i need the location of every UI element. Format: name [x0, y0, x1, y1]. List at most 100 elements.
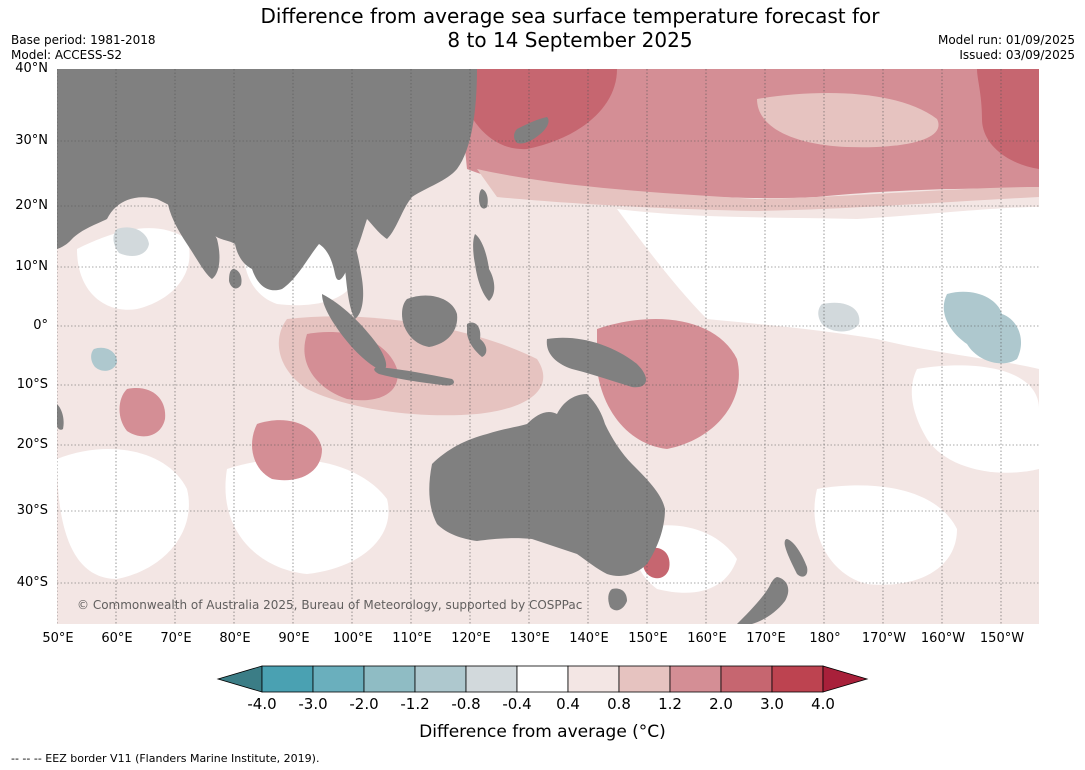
map-canvas — [57, 69, 1039, 624]
longitude-label: 160°E — [687, 631, 727, 646]
longitude-label: 150°W — [979, 631, 1025, 646]
longitude-label: 60°E — [101, 631, 133, 646]
sumatra — [322, 294, 387, 371]
madagascar-edge — [57, 404, 64, 430]
taiwan — [479, 189, 488, 209]
latitude-label: 30°N — [15, 133, 48, 148]
longitude-label: 100°E — [333, 631, 373, 646]
latitude-label: 0° — [33, 318, 48, 333]
equatorial-indian-cool-patch — [91, 347, 117, 371]
longitude-label: 180° — [809, 631, 841, 646]
longitude-label: 160°W — [920, 631, 966, 646]
se-indian-warm-patch — [252, 420, 322, 481]
arabian-cool-patch — [113, 227, 149, 256]
gridlines — [57, 69, 1039, 624]
longitude-label: 70°E — [160, 631, 192, 646]
run-info: Model run: 01/09/2025 Issued: 03/09/2025 — [938, 33, 1075, 63]
new-zealand-south — [737, 577, 789, 624]
colorbar-tick-label: -4.0 — [247, 695, 277, 713]
colorbar-swatch — [771, 665, 824, 693]
longitude-label: 80°E — [219, 631, 251, 646]
base-period: Base period: 1981-2018 — [11, 33, 156, 47]
map-title: Difference from average sea surface temp… — [0, 4, 1085, 52]
india-peninsula — [167, 199, 220, 279]
colorbar-swatch — [669, 665, 722, 693]
colorbar-tick-label: -0.4 — [502, 695, 532, 713]
colorbar-min-arrow — [216, 665, 263, 693]
colorbar-tick-label: 3.0 — [760, 695, 784, 713]
australia — [429, 394, 665, 576]
tasmania — [608, 588, 627, 611]
java — [374, 367, 454, 386]
title-line-2: 8 to 14 September 2025 — [447, 28, 693, 52]
south-pacific-neutral-1 — [814, 485, 957, 585]
land — [57, 69, 808, 624]
south-indian-neutral-1 — [57, 449, 189, 579]
south-pacific-neutral-2 — [911, 365, 1039, 473]
longitude-label: 140°E — [569, 631, 609, 646]
colorbar-swatch — [312, 665, 365, 693]
latitude-label: 20°N — [15, 198, 48, 213]
longitude-label: 110°E — [392, 631, 432, 646]
colorbar-tick-label: 0.4 — [556, 695, 580, 713]
north-pacific-light-patch — [757, 93, 939, 148]
colorbar-tick-label: -2.0 — [349, 695, 379, 713]
latitude-label: 20°S — [16, 437, 48, 452]
longitude-label: 170°W — [861, 631, 907, 646]
colorbar-tick-label: 2.0 — [709, 695, 733, 713]
coral-sea-warm — [597, 319, 739, 449]
colorbar-tick-label: -0.8 — [451, 695, 481, 713]
latitude-label: 40°S — [16, 575, 48, 590]
longitude-label: 130°E — [510, 631, 550, 646]
colorbar-label: Difference from average (°C) — [419, 722, 666, 742]
model-name: Model: ACCESS-S2 — [11, 48, 123, 62]
colorbar-swatch — [516, 665, 569, 693]
sri-lanka — [229, 269, 242, 289]
borneo — [402, 295, 458, 347]
longitude-label: 50°E — [42, 631, 74, 646]
colorbar-swatch — [720, 665, 773, 693]
longitude-label: 170°E — [746, 631, 786, 646]
longitude-label: 150°E — [628, 631, 668, 646]
sst-anomaly-map[interactable]: © Commonwealth of Australia 2025, Bureau… — [57, 69, 1039, 624]
colorbar-tick-label: 4.0 — [811, 695, 835, 713]
model-info: Base period: 1981-2018 Model: ACCESS-S2 — [11, 33, 156, 63]
longitude-label: 120°E — [451, 631, 491, 646]
malay-peninsula — [343, 229, 364, 319]
colorbar — [216, 665, 869, 693]
south-indian-neutral-2 — [225, 459, 389, 574]
subtropical-light-band — [477, 169, 1039, 211]
central-pacific-cool-patch — [818, 302, 860, 332]
copyright-notice: © Commonwealth of Australia 2025, Bureau… — [77, 598, 583, 612]
latitude-label: 10°S — [16, 377, 48, 392]
colorbar-max-arrow — [822, 665, 869, 693]
latitude-label: 40°N — [15, 61, 48, 76]
sulawesi — [467, 322, 487, 357]
new-zealand-north — [784, 539, 808, 577]
north-pacific-strong-warm — [467, 69, 617, 150]
new-guinea — [546, 337, 647, 388]
colorbar-tick-label: 1.2 — [658, 695, 682, 713]
longitude-label: 90°E — [278, 631, 310, 646]
japan — [514, 117, 549, 144]
colorbar-swatch — [618, 665, 671, 693]
colorbar-tick-label: -1.2 — [400, 695, 430, 713]
north-pacific-strong-warm-east — [977, 69, 1039, 169]
colorbar-tick-label: -3.0 — [298, 695, 328, 713]
asia-landmass — [57, 69, 477, 291]
colorbar-swatch — [261, 665, 314, 693]
arabian-sea-neutral — [77, 228, 190, 310]
colorbar-swatch — [465, 665, 518, 693]
colorbar-swatch — [363, 665, 416, 693]
sw-indian-warm-patch — [119, 388, 166, 437]
title-line-1: Difference from average sea surface temp… — [260, 4, 880, 28]
colorbar-tick-label: 0.8 — [607, 695, 631, 713]
colorbar-swatch — [567, 665, 620, 693]
colorbar-swatch — [414, 665, 467, 693]
philippines — [473, 234, 495, 301]
latitude-label: 10°N — [15, 259, 48, 274]
north-tropical-neutral — [617, 207, 1039, 369]
east-pacific-cool-patch — [943, 291, 1022, 364]
latitude-label: 30°S — [16, 503, 48, 518]
issued-date: Issued: 03/09/2025 — [959, 48, 1075, 62]
